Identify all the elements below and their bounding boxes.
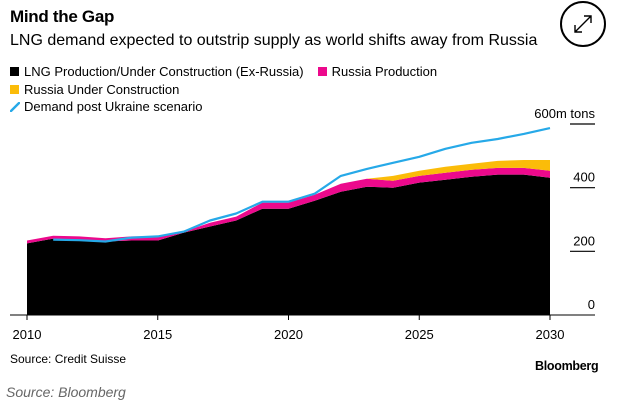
legend-item-russia-production: Russia Production (317, 64, 438, 80)
x-tick-label: 2015 (143, 327, 172, 342)
legend-item-lng-ex-russia: LNG Production/Under Construction (Ex-Ru… (10, 64, 304, 79)
source-note: Source: Credit Suisse (10, 352, 127, 366)
y-tick-label: 200 (573, 233, 595, 248)
chart-title: Mind the Gap (10, 7, 115, 26)
legend-item-demand: Demand post Ukraine scenario (10, 99, 202, 114)
legend: LNG Production/Under Construction (Ex-Ru… (10, 63, 451, 116)
legend-label: Russia Under Construction (24, 81, 180, 97)
legend-swatch (317, 67, 327, 77)
x-tick-label: 2025 (405, 327, 434, 342)
y-tick-label: 0 (588, 297, 595, 312)
legend-label: Demand post Ukraine scenario (24, 99, 203, 115)
legend-line-swatch (10, 101, 20, 112)
chart-plot: 2010 2015 2020 2025 2030 0 200 400 600m tons (10, 106, 595, 342)
area-lng-production-under-construction-ex-russia (27, 174, 550, 315)
y-tick-label: 600m tons (534, 106, 595, 121)
line-demand-post-ukraine (53, 127, 551, 243)
chart-subtitle: LNG demand expected to outstrip supply a… (10, 32, 538, 49)
y-tick-label: 400 (573, 170, 595, 185)
x-tick-label: 2010 (13, 327, 42, 342)
legend-swatch (10, 67, 19, 77)
x-tick-label: 2020 (274, 327, 303, 342)
expand-arrows-icon (574, 15, 592, 33)
legend-item-russia-under-construction: Russia Under Construction (10, 82, 179, 97)
legend-swatch (10, 84, 19, 94)
legend-label: LNG Production/Under Construction (Ex-Ru… (24, 64, 304, 80)
legend-label: Russia Production (331, 64, 438, 80)
area-russia-production (27, 167, 550, 244)
image-caption: Source: Bloomberg (6, 384, 126, 400)
x-tick-label: 2030 (536, 327, 565, 342)
bloomberg-logo: Bloomberg (535, 359, 599, 373)
expand-button[interactable] (560, 1, 606, 47)
